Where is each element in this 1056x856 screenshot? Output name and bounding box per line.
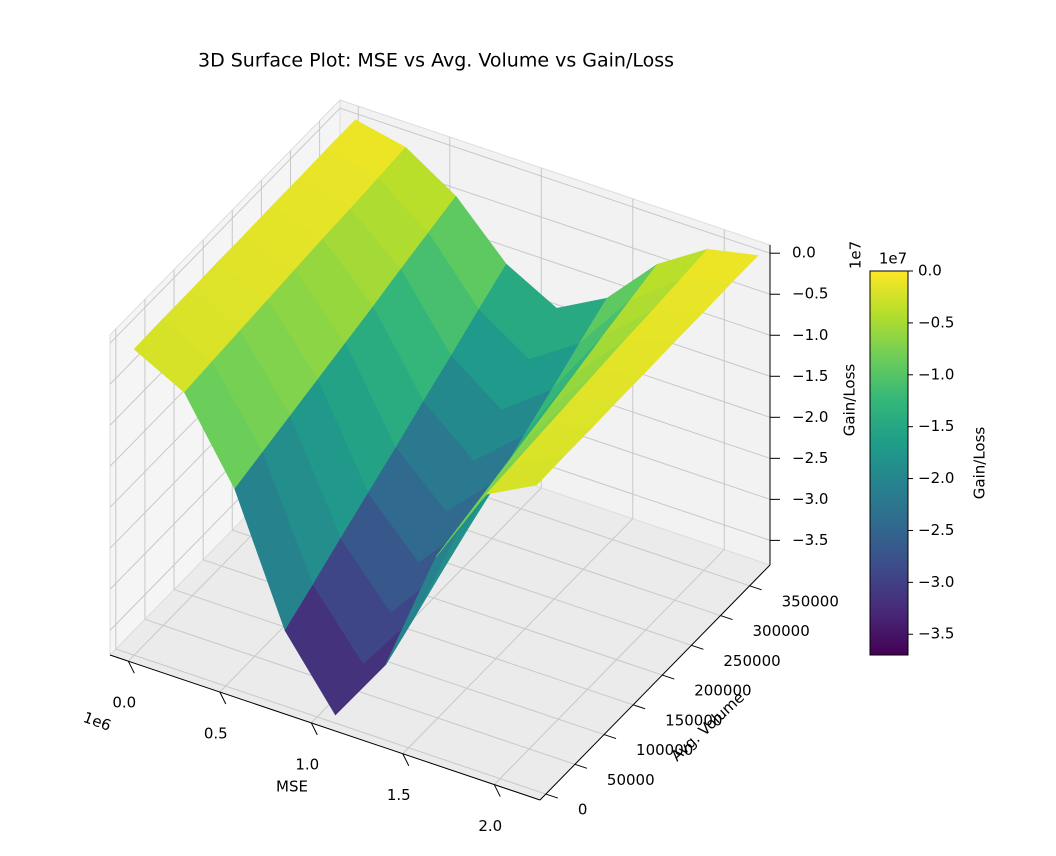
colorbar-offset: 1e7	[879, 250, 907, 268]
x-tick	[219, 691, 227, 705]
y-tick-label: 100000	[636, 741, 693, 759]
z-tick-label: −3.0	[792, 490, 828, 508]
z-tick-label: −2.0	[792, 408, 828, 426]
z-tick-label: −3.5	[792, 531, 828, 549]
y-tick-label: 250000	[723, 652, 780, 670]
y-tick-label: 200000	[694, 682, 751, 700]
y-tick-label: 0	[578, 801, 588, 819]
grid-line	[109, 107, 341, 344]
colorbar-tick-label: 0.0	[918, 262, 942, 280]
z-axis-label: Gain/Loss	[841, 364, 859, 437]
z-tick-label: 0.0	[792, 244, 816, 262]
y-tick	[545, 793, 558, 799]
x-tick-label: 0.0	[112, 694, 136, 712]
y-tick	[720, 615, 733, 621]
colorbar	[869, 270, 909, 656]
colorbar-label: Gain/Loss	[971, 427, 989, 500]
x-offset-label: 1e6	[81, 708, 114, 735]
x-tick	[402, 753, 410, 766]
y-tick-label: 150000	[665, 711, 722, 729]
colorbar-tick-label: −1.0	[918, 365, 954, 383]
grid-line	[339, 107, 771, 254]
surface-patch	[485, 455, 566, 495]
z-tick-label: −2.5	[792, 449, 828, 467]
grid-line	[493, 549, 725, 785]
x-tick-label: 0.5	[204, 725, 228, 743]
x-axis-line	[109, 654, 541, 801]
grid-line	[402, 518, 634, 755]
z-tick-label: −0.5	[792, 285, 828, 303]
z-tick-label: −1.5	[792, 367, 828, 385]
x-tick	[310, 722, 318, 736]
x-axis-label: MSE	[276, 778, 308, 796]
x-tick-label: 1.0	[295, 755, 319, 773]
y-tick-label: 50000	[607, 771, 655, 789]
x-tick	[127, 660, 135, 674]
y-tick-label: 350000	[782, 592, 839, 610]
chart-title: 3D Surface Plot: MSE vs Avg. Volume vs G…	[198, 50, 674, 72]
x-tick	[493, 784, 501, 797]
grid-line	[115, 648, 546, 795]
grid-line	[144, 618, 576, 765]
x-tick-label: 1.5	[387, 786, 411, 804]
y-axis-line	[539, 564, 771, 801]
colorbar-tick-label: −3.5	[918, 625, 954, 643]
y-tick	[749, 585, 762, 591]
y-tick	[633, 704, 646, 710]
colorbar-tick-label: −2.5	[918, 521, 954, 539]
colorbar-tick-label: −1.5	[918, 417, 954, 435]
y-tick-label: 300000	[753, 622, 810, 640]
z-tick-label: −1.0	[792, 326, 828, 344]
z-offset-label: 1e7	[847, 241, 865, 269]
y-tick	[603, 734, 617, 740]
y-tick	[574, 763, 588, 769]
y-tick	[691, 644, 704, 650]
grid-line	[173, 589, 605, 736]
colorbar-tick-label: −2.0	[918, 469, 954, 487]
colorbar-tick-label: −0.5	[918, 313, 954, 331]
colorbar-tick-label: −3.0	[918, 573, 954, 591]
y-tick	[662, 674, 675, 680]
x-tick-label: 2.0	[478, 817, 502, 835]
